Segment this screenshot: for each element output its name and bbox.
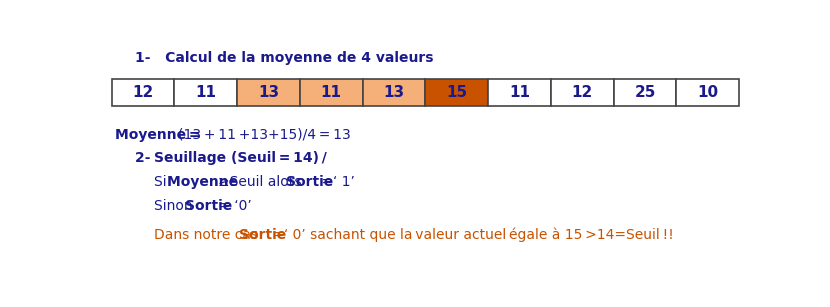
Text: Sortie: Sortie bbox=[286, 175, 333, 189]
Bar bbox=[613, 79, 676, 106]
Text: 11: 11 bbox=[320, 85, 342, 100]
Text: 2-: 2- bbox=[134, 151, 165, 165]
Bar bbox=[551, 79, 613, 106]
Text: Seuillage (Seuil = 14) /: Seuillage (Seuil = 14) / bbox=[154, 151, 327, 165]
Bar bbox=[300, 79, 363, 106]
Text: Si: Si bbox=[154, 175, 169, 189]
Text: 1-   Calcul de la moyenne de 4 valeurs: 1- Calcul de la moyenne de 4 valeurs bbox=[134, 51, 433, 65]
Bar bbox=[237, 79, 300, 106]
Text: 15: 15 bbox=[447, 85, 467, 100]
Text: (13 + 11 +13+15)/4 = 13: (13 + 11 +13+15)/4 = 13 bbox=[178, 128, 351, 142]
Text: = ‘0’: = ‘0’ bbox=[214, 199, 251, 212]
Text: Moyenne: Moyenne bbox=[168, 175, 242, 189]
Bar bbox=[426, 79, 488, 106]
Text: Sinon: Sinon bbox=[154, 199, 196, 212]
Bar bbox=[111, 79, 174, 106]
Text: 11: 11 bbox=[509, 85, 530, 100]
Text: Sortie: Sortie bbox=[185, 199, 232, 212]
Text: 12: 12 bbox=[572, 85, 593, 100]
Bar bbox=[676, 79, 740, 106]
Bar bbox=[488, 79, 551, 106]
Text: 25: 25 bbox=[634, 85, 656, 100]
Text: 10: 10 bbox=[697, 85, 719, 100]
Bar bbox=[174, 79, 237, 106]
Bar bbox=[363, 79, 426, 106]
Text: =‘ 0’ sachant que la valeur actuel égale à 15 >14=Seuil !!: =‘ 0’ sachant que la valeur actuel égale… bbox=[268, 228, 674, 242]
Text: 13: 13 bbox=[383, 85, 404, 100]
Text: ≥Seuil alors: ≥Seuil alors bbox=[218, 175, 305, 189]
Text: Sortie: Sortie bbox=[239, 228, 286, 242]
Text: 12: 12 bbox=[132, 85, 154, 100]
Text: =‘ 1’: =‘ 1’ bbox=[317, 175, 354, 189]
Text: 13: 13 bbox=[258, 85, 279, 100]
Text: Dans notre cas: Dans notre cas bbox=[154, 228, 261, 242]
Text: Moyenne =: Moyenne = bbox=[115, 128, 203, 142]
Text: 11: 11 bbox=[195, 85, 216, 100]
